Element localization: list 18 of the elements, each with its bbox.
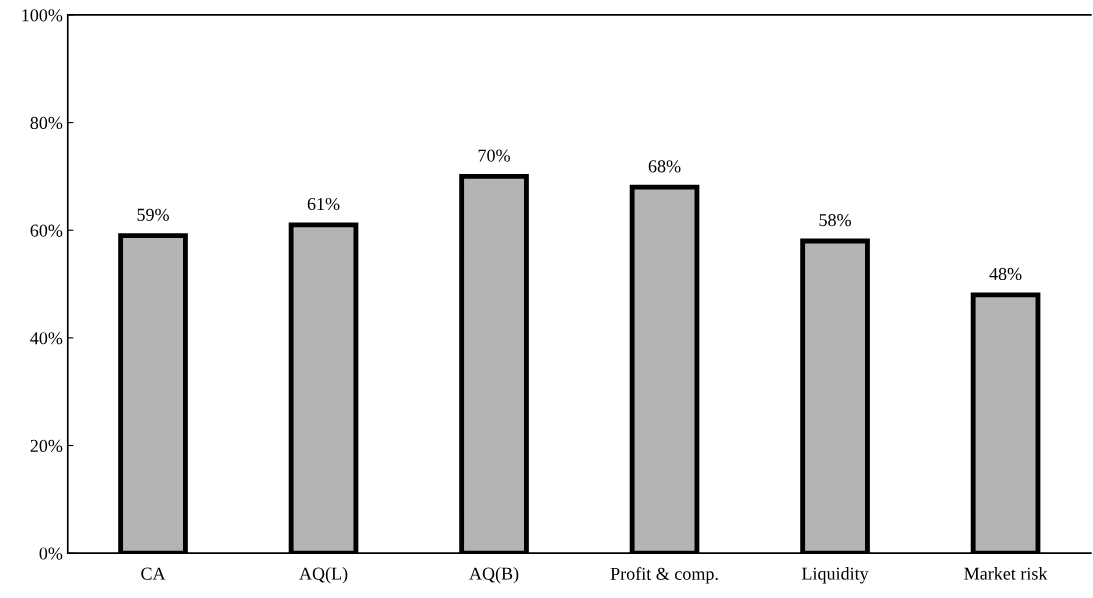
x-tick-label: CA: [141, 567, 166, 580]
x-tick-label: Market risk: [964, 567, 1048, 580]
x-tick-label: AQ(B): [469, 567, 519, 584]
x-tick-label: AQ(L): [299, 567, 348, 584]
x-tick-label: Liquidity: [801, 567, 869, 584]
x-tick-label: Profit & comp.: [610, 567, 718, 584]
data-label: 59%: [137, 208, 169, 221]
y-tick-label: 40%: [30, 332, 63, 345]
y-tick-label: 80%: [30, 116, 63, 130]
y-tick-label: 100%: [22, 9, 63, 22]
data-label: 61%: [307, 197, 340, 211]
data-label: 68%: [648, 160, 681, 173]
data-label: 70%: [478, 149, 510, 162]
y-tick-label: 20%: [30, 439, 63, 453]
data-label: 58%: [819, 214, 851, 227]
y-tick-label: 0%: [39, 547, 63, 560]
data-label: 48%: [989, 267, 1022, 281]
y-tick-label: 60%: [30, 224, 63, 237]
